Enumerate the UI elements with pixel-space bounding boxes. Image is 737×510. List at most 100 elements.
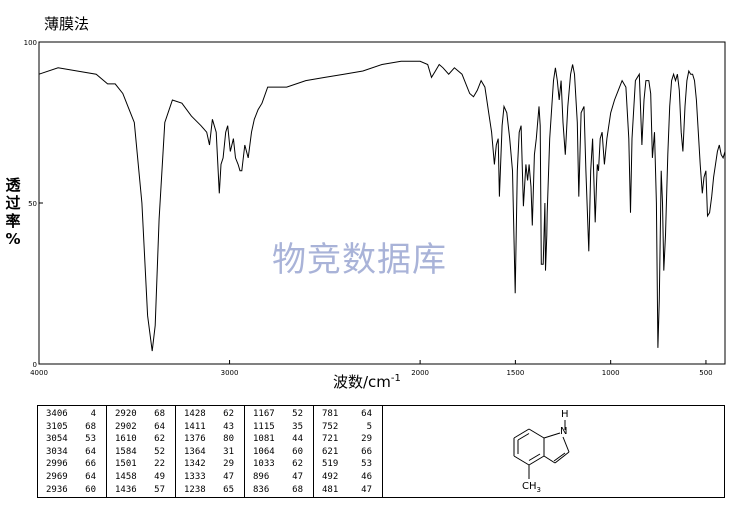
- molecule-structure: [513, 420, 570, 479]
- peak-wavenumber: 1584: [115, 446, 137, 457]
- peak-transmittance: 49: [154, 471, 165, 482]
- peak-wavenumber: 1238: [184, 484, 206, 495]
- methyl-label-ch: CH: [522, 481, 537, 492]
- peak-transmittance: 44: [292, 434, 303, 445]
- peak-row: 1411 43: [180, 421, 242, 434]
- peak-wavenumber: 3054: [46, 434, 68, 445]
- x-axis-label-text: 波数/cm: [333, 373, 391, 391]
- peak-row: 1081 44: [249, 433, 311, 446]
- peak-wavenumber: 1411: [184, 421, 206, 432]
- peak-transmittance: 62: [223, 409, 234, 419]
- peak-wavenumber: 3406: [46, 409, 68, 419]
- y-tick-label: 50: [28, 200, 37, 208]
- peak-transmittance: 43: [223, 421, 234, 432]
- peak-transmittance: 35: [292, 421, 303, 432]
- peak-transmittance: 65: [223, 484, 234, 495]
- peak-wavenumber: 1115: [253, 421, 275, 432]
- peak-transmittance: 5: [366, 421, 372, 432]
- peak-row: 2936 60: [42, 484, 104, 497]
- peak-row: 3406 4: [42, 408, 104, 421]
- peak-row: 1064 60: [249, 446, 311, 459]
- peak-row: 492 46: [318, 471, 380, 484]
- peak-row: 1458 49: [111, 471, 173, 484]
- y-axis-ticks: 0 50 100: [24, 39, 43, 369]
- x-tick-label: 1000: [602, 369, 620, 377]
- x-tick-label: 4000: [30, 369, 48, 377]
- peak-transmittance: 64: [361, 409, 372, 419]
- peak-transmittance: 47: [223, 471, 234, 482]
- peak-row: 721 29: [318, 433, 380, 446]
- peak-row: 1033 62: [249, 458, 311, 471]
- peak-wavenumber: 519: [322, 459, 339, 470]
- peak-wavenumber: 1081: [253, 434, 275, 445]
- peak-transmittance: 68: [154, 409, 165, 419]
- peak-wavenumber: 2902: [115, 421, 137, 432]
- peak-row: 481 47: [318, 484, 380, 497]
- atom-hydrogen: H: [561, 409, 569, 420]
- peak-row: 1238 65: [180, 484, 242, 497]
- peak-wavenumber: 896: [253, 471, 270, 482]
- peak-column: 3406 4 3105 68 3054 53 3034 64 2996 66 2969 64 2936 6…: [38, 406, 107, 497]
- peak-wavenumber: 481: [322, 484, 339, 495]
- method-label: 薄膜法: [44, 15, 90, 33]
- peak-row: 1333 47: [180, 471, 242, 484]
- x-axis-label: 波数/cm-1: [333, 371, 401, 392]
- y-tick-label: 100: [24, 39, 37, 47]
- peak-column: 2920 68 2902 64 1610 62 1584 52 1501 22 1458 49 1436…: [107, 406, 176, 497]
- peak-row: 1376 80: [180, 433, 242, 446]
- peak-transmittance: 62: [154, 434, 165, 445]
- peak-row: 1115 35: [249, 421, 311, 434]
- peak-wavenumber: 3034: [46, 446, 68, 457]
- peak-transmittance: 60: [292, 446, 303, 457]
- peak-row: 1501 22: [111, 458, 173, 471]
- methyl-group-label: CH3: [522, 481, 541, 494]
- atom-nitrogen: N: [560, 426, 568, 437]
- x-tick-label: 1500: [506, 369, 524, 377]
- peak-row: 621 66: [318, 446, 380, 459]
- peak-wavenumber: 2936: [46, 484, 68, 495]
- peak-wavenumber: 1064: [253, 446, 275, 457]
- peak-row: 1167 52: [249, 408, 311, 421]
- peak-transmittance: 47: [292, 471, 303, 482]
- methyl-label-sub: 3: [536, 486, 541, 494]
- peak-wavenumber: 621: [322, 446, 339, 457]
- peak-wavenumber: 836: [253, 484, 270, 495]
- peak-transmittance: 62: [292, 459, 303, 470]
- peak-transmittance: 68: [292, 484, 303, 495]
- watermark-text: 物竞数据库: [272, 240, 447, 280]
- peak-row: 1342 29: [180, 458, 242, 471]
- peak-row: 3034 64: [42, 446, 104, 459]
- peak-row: 2902 64: [111, 421, 173, 434]
- peak-transmittance: 66: [361, 446, 372, 457]
- peak-transmittance: 46: [361, 471, 372, 482]
- peak-transmittance: 64: [154, 421, 165, 432]
- y-axis-label-char: 透: [5, 176, 21, 194]
- peak-wavenumber: 3105: [46, 421, 68, 432]
- peak-transmittance: 57: [154, 484, 165, 495]
- peak-row: 2920 68: [111, 408, 173, 421]
- peak-wavenumber: 1428: [184, 409, 206, 419]
- peak-row: 3054 53: [42, 433, 104, 446]
- peak-row: 1584 52: [111, 446, 173, 459]
- x-tick-label: 500: [699, 369, 712, 377]
- peak-wavenumber: 721: [322, 434, 339, 445]
- y-axis-label-char: 率: [5, 212, 21, 230]
- peak-wavenumber: 1364: [184, 446, 206, 457]
- peak-transmittance: 68: [85, 421, 96, 432]
- peak-transmittance: 31: [223, 446, 234, 457]
- y-axis-label-char: 过: [5, 194, 21, 212]
- y-axis-label: 透 过 率 %: [2, 176, 24, 248]
- peak-wavenumber: 1458: [115, 471, 137, 482]
- peak-wavenumber: 2920: [115, 409, 137, 419]
- structure-panel: H N CH3: [383, 405, 725, 498]
- peak-transmittance: 53: [361, 459, 372, 470]
- peak-transmittance: 52: [154, 446, 165, 457]
- x-axis-label-unit: -1: [390, 373, 401, 384]
- peak-wavenumber: 1033: [253, 459, 275, 470]
- peak-wavenumber: 1610: [115, 434, 137, 445]
- peak-transmittance: 22: [154, 459, 165, 470]
- peak-row: 836 68: [249, 484, 311, 497]
- y-tick-label: 0: [33, 361, 37, 369]
- peak-row: 3105 68: [42, 421, 104, 434]
- peak-wavenumber: 2996: [46, 459, 68, 470]
